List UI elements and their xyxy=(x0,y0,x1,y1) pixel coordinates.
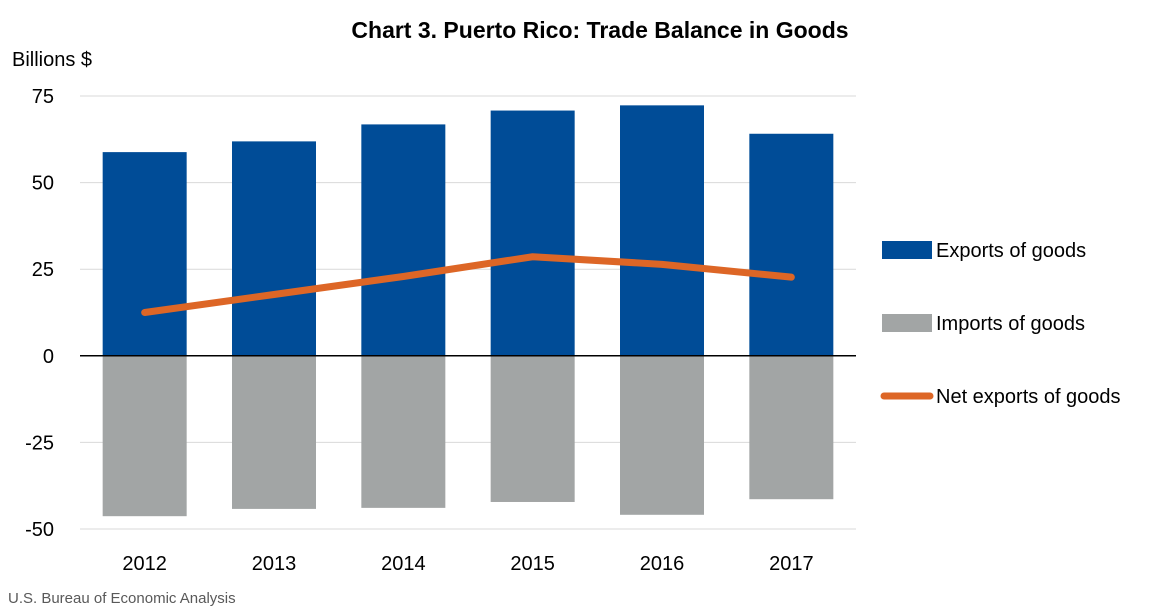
y-axis-label: Billions $ xyxy=(12,49,92,71)
x-tick-label: 2015 xyxy=(510,553,555,575)
y-tick-label: -25 xyxy=(25,432,54,454)
net-exports-point xyxy=(402,275,404,277)
legend-label: Net exports of goods xyxy=(936,386,1121,408)
exports-bar xyxy=(749,133,834,356)
imports-bar xyxy=(749,355,834,500)
imports-bar xyxy=(620,355,704,515)
net-exports-point xyxy=(790,276,792,278)
source-note: U.S. Bureau of Economic Analysis xyxy=(8,590,236,607)
x-tick-label: 2012 xyxy=(122,553,167,575)
net-exports-point xyxy=(532,256,534,258)
exports-bar xyxy=(361,124,446,356)
exports-bar xyxy=(490,110,575,356)
y-tick-label: 50 xyxy=(32,173,54,195)
net-exports-point xyxy=(273,293,275,295)
x-tick-label: 2017 xyxy=(769,553,814,575)
chart-title: Chart 3. Puerto Rico: Trade Balance in G… xyxy=(351,17,848,43)
net-exports-line xyxy=(141,253,795,316)
imports-bar xyxy=(232,355,316,509)
bars xyxy=(102,105,834,517)
net-exports-line-group xyxy=(141,253,795,316)
y-tick-label: 75 xyxy=(32,86,54,108)
x-tick-label: 2014 xyxy=(381,553,426,575)
x-axis-ticks: 2012 2013 2014 2015 2016 2017 xyxy=(122,553,813,575)
y-tick-label: 25 xyxy=(32,259,54,281)
y-axis-ticks: 75 50 25 0 -25 -50 xyxy=(25,86,54,541)
imports-bar xyxy=(361,355,446,508)
exports-bar xyxy=(232,141,316,356)
y-tick-label: -50 xyxy=(25,519,54,541)
x-tick-label: 2016 xyxy=(640,553,685,575)
legend-label: Imports of goods xyxy=(936,313,1085,335)
exports-bar xyxy=(620,105,704,356)
legend-swatch xyxy=(882,241,932,259)
imports-bar xyxy=(490,355,575,502)
imports-bar xyxy=(102,355,187,517)
y-tick-label: 0 xyxy=(43,346,54,368)
x-tick-label: 2013 xyxy=(252,553,297,575)
legend: Exports of goods Imports of goods Net expo… xyxy=(880,240,1121,408)
exports-bar xyxy=(102,152,187,356)
legend-swatch xyxy=(882,314,932,332)
legend-label: Exports of goods xyxy=(936,240,1086,262)
net-exports-point xyxy=(144,312,146,313)
net-exports-point xyxy=(661,263,663,265)
gridlines xyxy=(80,95,856,530)
